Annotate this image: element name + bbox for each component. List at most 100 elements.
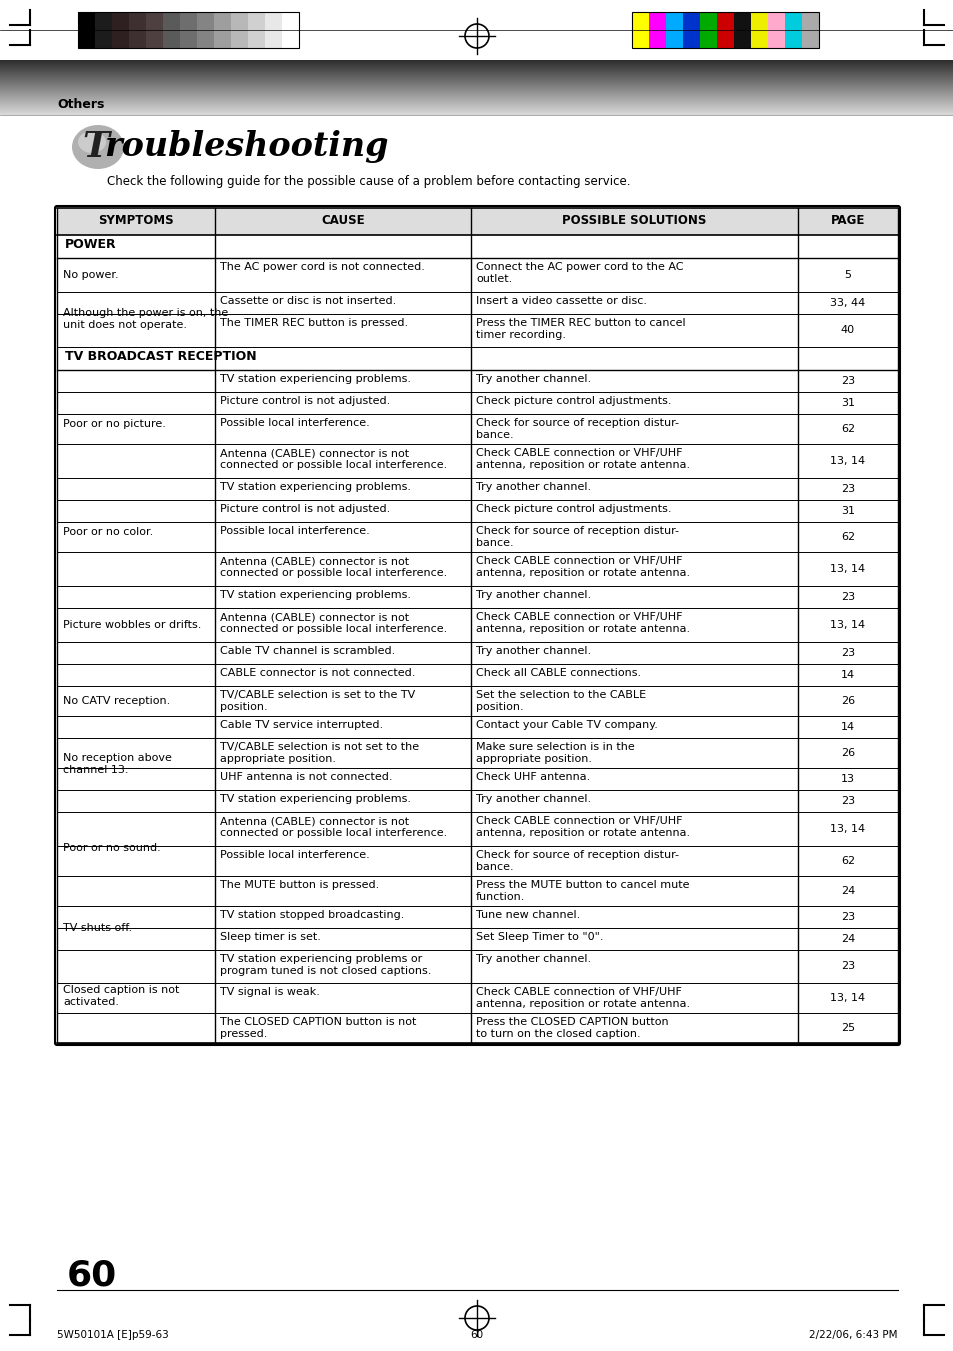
Text: No CATV reception.: No CATV reception. bbox=[63, 696, 170, 707]
Text: 5: 5 bbox=[843, 270, 851, 280]
Text: Check the following guide for the possible cause of a problem before contacting : Check the following guide for the possib… bbox=[107, 176, 630, 188]
Text: Antenna (CABLE) connector is not
connected or possible local interference.: Antenna (CABLE) connector is not connect… bbox=[220, 449, 447, 470]
Text: 25: 25 bbox=[840, 1023, 854, 1034]
Ellipse shape bbox=[78, 131, 106, 153]
Text: Although the power is on, the
unit does not operate.: Although the power is on, the unit does … bbox=[63, 308, 228, 330]
Bar bbox=[282, 12, 298, 49]
Text: 31: 31 bbox=[841, 399, 854, 408]
Text: Antenna (CABLE) connector is not
connected or possible local interference.: Antenna (CABLE) connector is not connect… bbox=[220, 816, 447, 838]
Text: Picture control is not adjusted.: Picture control is not adjusted. bbox=[220, 396, 390, 407]
Bar bbox=[112, 12, 129, 49]
Bar bbox=[767, 12, 784, 49]
Text: 26: 26 bbox=[840, 696, 854, 707]
Text: Poor or no picture.: Poor or no picture. bbox=[63, 419, 166, 430]
Bar bbox=[750, 12, 767, 49]
Text: Picture control is not adjusted.: Picture control is not adjusted. bbox=[220, 504, 390, 513]
Text: TV/CABLE selection is set to the TV
position.: TV/CABLE selection is set to the TV posi… bbox=[220, 690, 415, 712]
Bar bbox=[648, 12, 665, 49]
Text: Press the CLOSED CAPTION button
to turn on the closed caption.: Press the CLOSED CAPTION button to turn … bbox=[476, 1017, 668, 1039]
Text: 13: 13 bbox=[841, 774, 854, 784]
Ellipse shape bbox=[71, 126, 124, 169]
Text: POWER: POWER bbox=[65, 238, 116, 251]
Bar bbox=[801, 12, 818, 49]
Text: UHF antenna is not connected.: UHF antenna is not connected. bbox=[220, 771, 392, 782]
Text: Picture wobbles or drifts.: Picture wobbles or drifts. bbox=[63, 620, 201, 630]
Text: 24: 24 bbox=[840, 886, 854, 896]
Text: Try another channel.: Try another channel. bbox=[476, 646, 591, 657]
Text: TV/CABLE selection is not set to the
appropriate position.: TV/CABLE selection is not set to the app… bbox=[220, 742, 418, 763]
Bar bbox=[213, 12, 231, 49]
Bar bbox=[248, 12, 265, 49]
Bar bbox=[631, 12, 648, 49]
Text: 13, 14: 13, 14 bbox=[829, 457, 864, 466]
Text: SYMPTOMS: SYMPTOMS bbox=[98, 215, 173, 227]
Text: Make sure selection is in the
appropriate position.: Make sure selection is in the appropriat… bbox=[476, 742, 634, 763]
Text: Check for source of reception distur-
bance.: Check for source of reception distur- ba… bbox=[476, 850, 679, 871]
Text: Others: Others bbox=[57, 99, 104, 111]
Text: Tune new channel.: Tune new channel. bbox=[476, 911, 579, 920]
Bar bbox=[58, 236, 896, 258]
Text: 62: 62 bbox=[840, 532, 854, 542]
Text: Poor or no sound.: Poor or no sound. bbox=[63, 843, 161, 852]
Bar bbox=[231, 12, 248, 49]
Text: Antenna (CABLE) connector is not
connected or possible local interference.: Antenna (CABLE) connector is not connect… bbox=[220, 557, 447, 578]
Text: Sleep timer is set.: Sleep timer is set. bbox=[220, 932, 320, 942]
FancyBboxPatch shape bbox=[55, 205, 899, 1046]
Bar bbox=[146, 12, 163, 49]
Text: 13, 14: 13, 14 bbox=[829, 824, 864, 834]
Text: 23: 23 bbox=[840, 961, 854, 971]
Text: 33, 44: 33, 44 bbox=[829, 299, 864, 308]
Bar bbox=[733, 12, 750, 49]
Text: TV station experiencing problems.: TV station experiencing problems. bbox=[220, 482, 411, 492]
Text: TV station experiencing problems.: TV station experiencing problems. bbox=[220, 794, 411, 804]
Text: 23: 23 bbox=[840, 484, 854, 494]
Text: 14: 14 bbox=[840, 721, 854, 732]
Text: 31: 31 bbox=[841, 507, 854, 516]
Text: Closed caption is not
activated.: Closed caption is not activated. bbox=[63, 985, 179, 1006]
Text: Contact your Cable TV company.: Contact your Cable TV company. bbox=[476, 720, 658, 730]
Bar bbox=[265, 12, 282, 49]
Text: Cable TV channel is scrambled.: Cable TV channel is scrambled. bbox=[220, 646, 395, 657]
Text: No reception above
channel 13.: No reception above channel 13. bbox=[63, 754, 172, 775]
Text: Try another channel.: Try another channel. bbox=[476, 482, 591, 492]
Text: Set the selection to the CABLE
position.: Set the selection to the CABLE position. bbox=[476, 690, 645, 712]
Bar bbox=[665, 12, 682, 49]
Text: 13, 14: 13, 14 bbox=[829, 993, 864, 1002]
Text: 23: 23 bbox=[840, 912, 854, 921]
Text: Press the MUTE button to cancel mute
function.: Press the MUTE button to cancel mute fun… bbox=[476, 880, 689, 901]
Bar bbox=[700, 12, 717, 49]
Text: TV BROADCAST RECEPTION: TV BROADCAST RECEPTION bbox=[65, 350, 256, 363]
Bar bbox=[78, 12, 95, 49]
Text: Connect the AC power cord to the AC
outlet.: Connect the AC power cord to the AC outl… bbox=[476, 262, 682, 284]
Text: Antenna (CABLE) connector is not
connected or possible local interference.: Antenna (CABLE) connector is not connect… bbox=[220, 612, 447, 634]
Text: 13, 14: 13, 14 bbox=[829, 563, 864, 574]
Text: TV station experiencing problems.: TV station experiencing problems. bbox=[220, 590, 411, 600]
Text: Possible local interference.: Possible local interference. bbox=[220, 850, 370, 861]
Bar bbox=[196, 12, 213, 49]
Text: Check for source of reception distur-
bance.: Check for source of reception distur- ba… bbox=[476, 417, 679, 439]
Text: Possible local interference.: Possible local interference. bbox=[220, 417, 370, 428]
Text: The AC power cord is not connected.: The AC power cord is not connected. bbox=[220, 262, 424, 272]
Text: 2/22/06, 6:43 PM: 2/22/06, 6:43 PM bbox=[809, 1329, 897, 1340]
Text: CABLE connector is not connected.: CABLE connector is not connected. bbox=[220, 667, 415, 678]
Text: Check UHF antenna.: Check UHF antenna. bbox=[476, 771, 590, 782]
Text: Check picture control adjustments.: Check picture control adjustments. bbox=[476, 504, 671, 513]
Text: Press the TIMER REC button to cancel
timer recording.: Press the TIMER REC button to cancel tim… bbox=[476, 317, 685, 339]
Text: Try another channel.: Try another channel. bbox=[476, 954, 591, 965]
Text: Possible local interference.: Possible local interference. bbox=[220, 526, 370, 536]
Text: TV shuts off.: TV shuts off. bbox=[63, 923, 132, 934]
Bar bbox=[58, 349, 896, 370]
Text: TV station experiencing problems.: TV station experiencing problems. bbox=[220, 374, 411, 384]
Text: Check picture control adjustments.: Check picture control adjustments. bbox=[476, 396, 671, 407]
Bar bbox=[78, 12, 298, 49]
Bar bbox=[180, 12, 196, 49]
Text: 13, 14: 13, 14 bbox=[829, 620, 864, 630]
Text: PAGE: PAGE bbox=[830, 215, 864, 227]
Text: 62: 62 bbox=[840, 424, 854, 434]
Text: CAUSE: CAUSE bbox=[321, 215, 364, 227]
Bar bbox=[631, 12, 818, 49]
Text: Cable TV service interrupted.: Cable TV service interrupted. bbox=[220, 720, 383, 730]
Bar bbox=[57, 208, 897, 235]
Text: Check CABLE connection or VHF/UHF
antenna, reposition or rotate antenna.: Check CABLE connection or VHF/UHF antenn… bbox=[476, 816, 689, 838]
Text: 23: 23 bbox=[840, 648, 854, 658]
